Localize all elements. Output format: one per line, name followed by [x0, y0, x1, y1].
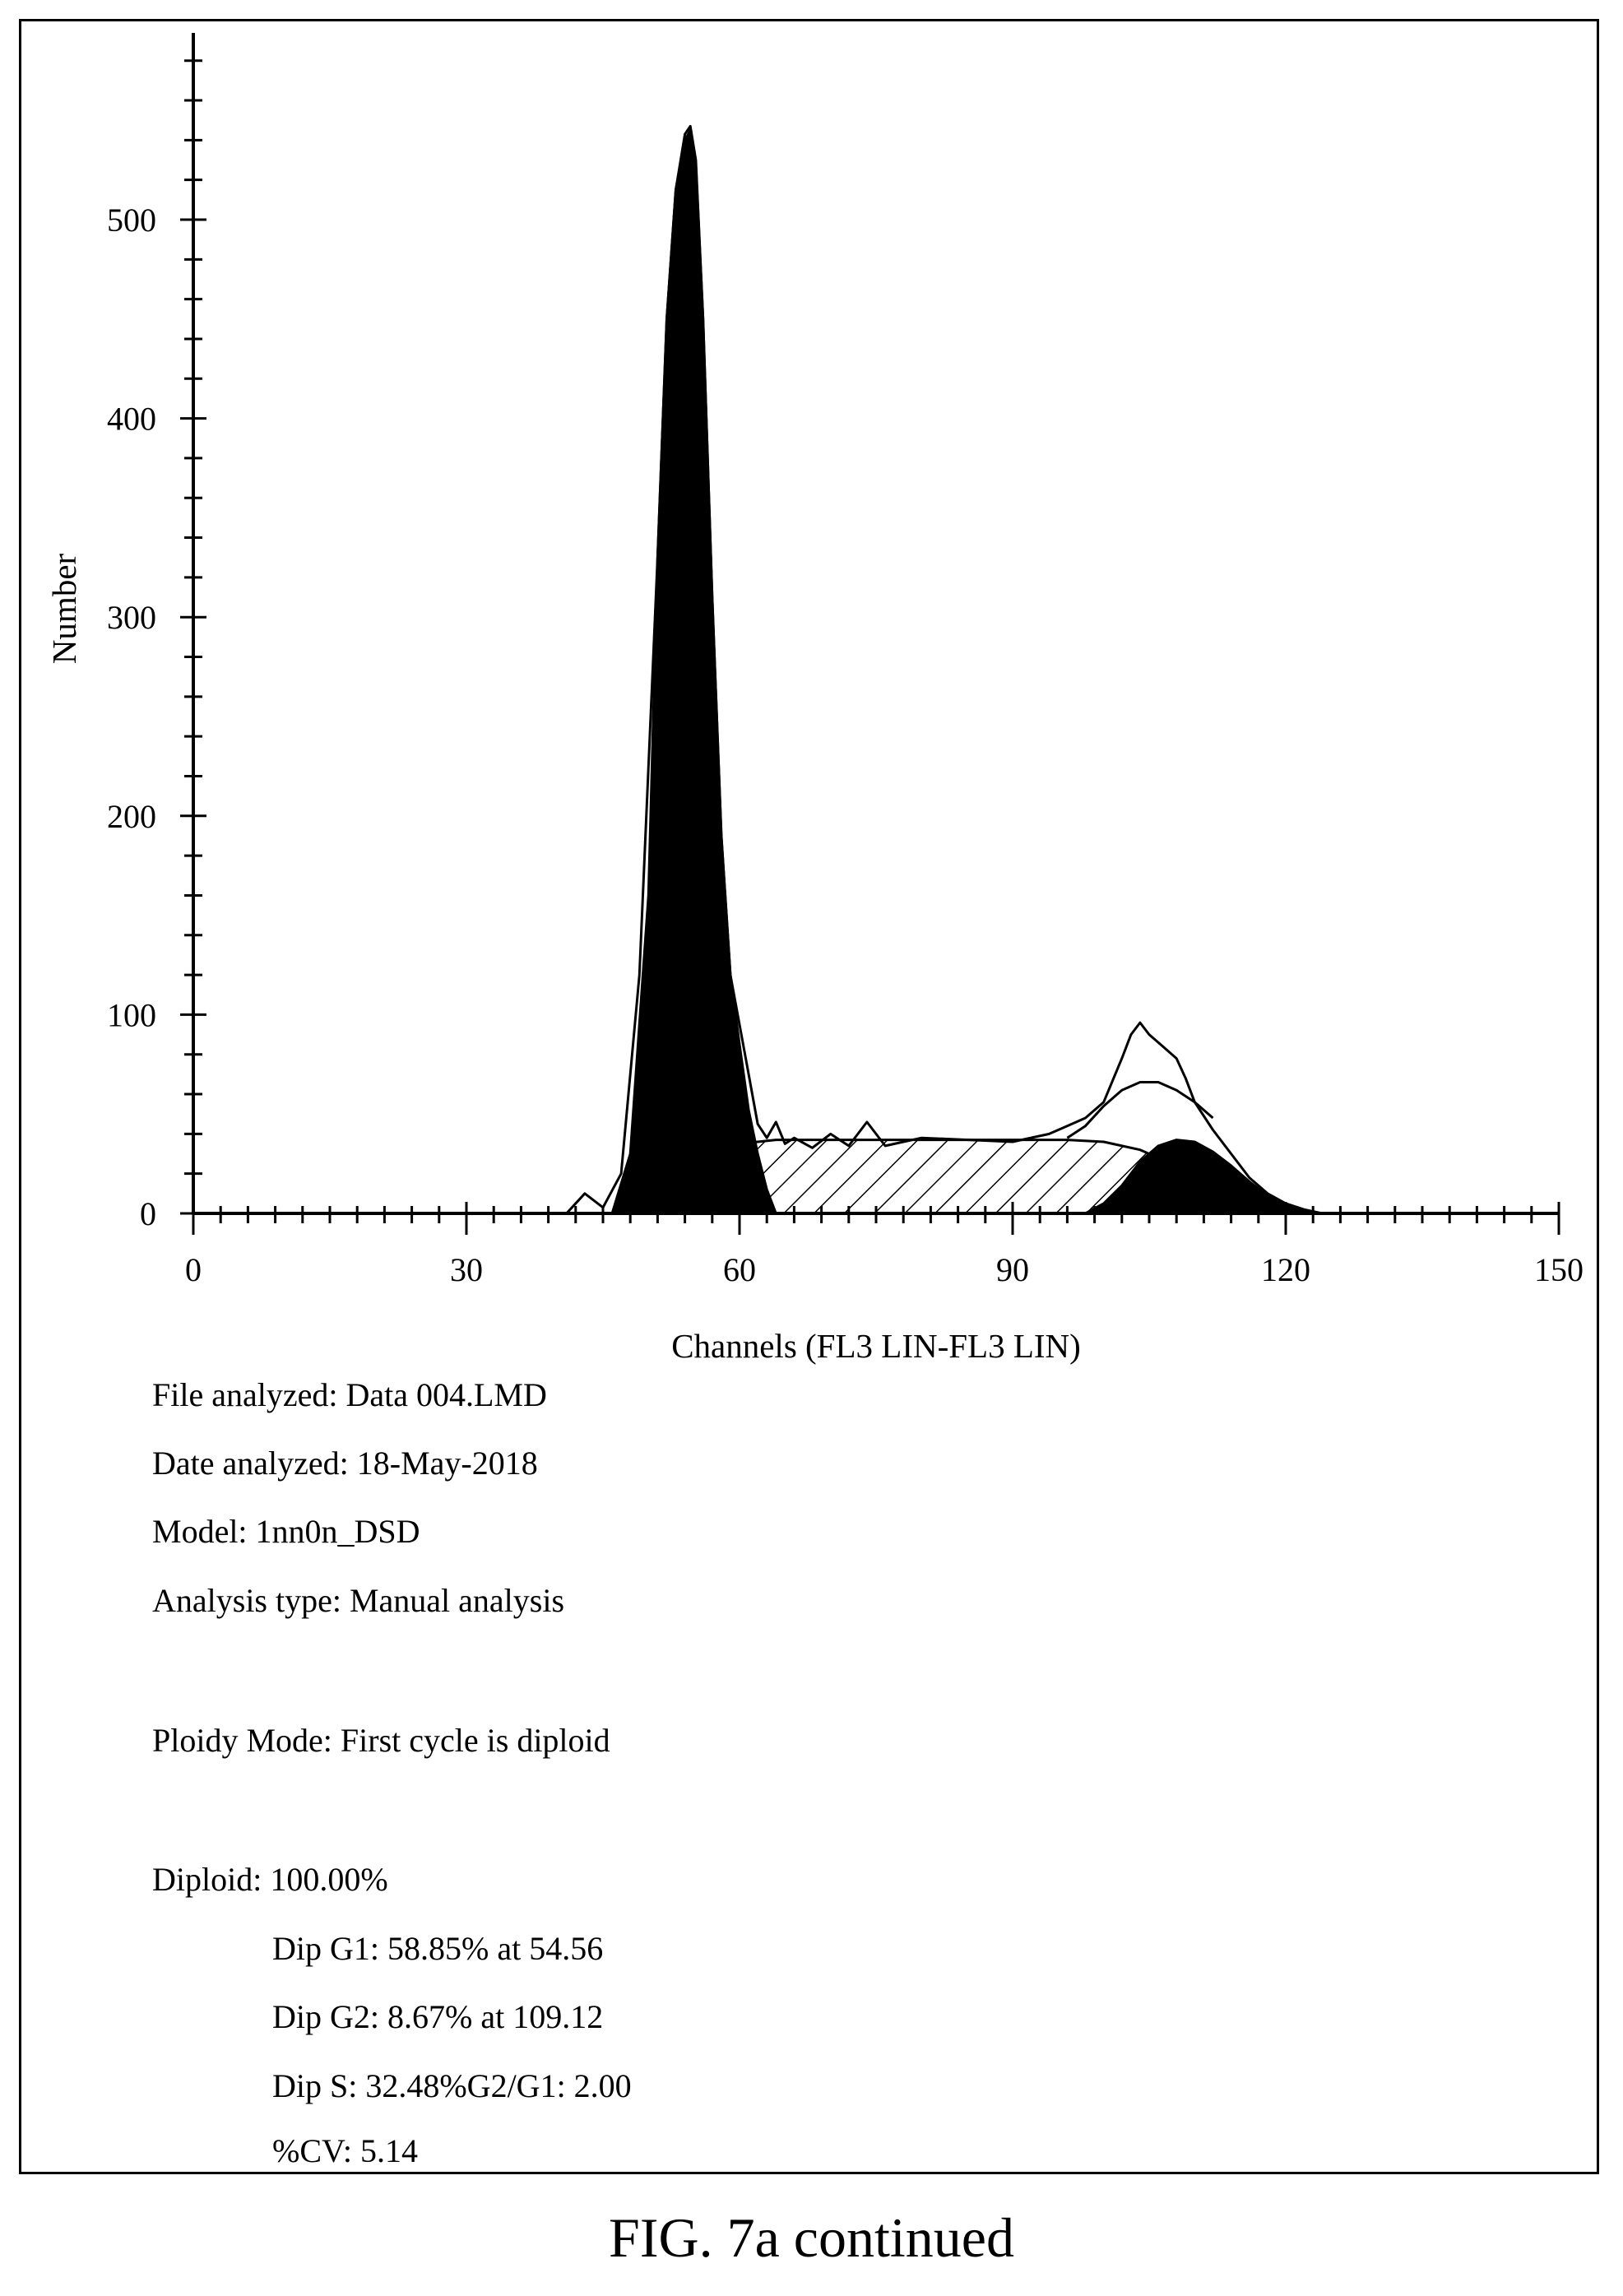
x-axis-label: Channels (FL3 LIN-FL3 LIN): [671, 1327, 1081, 1365]
ploidy-mode-text: Ploidy Mode: First cycle is diploid: [152, 1722, 610, 1759]
y-axis-label: Number: [45, 553, 83, 664]
histogram-chart: 0 100 200 300 400 500 0 30 60 90 120 150 Channels (…: [45, 33, 1584, 1365]
series-1-solid: [610, 128, 777, 1215]
dip-s-text: Dip S: 32.48%G2/G1: 2.00: [272, 2067, 632, 2104]
model-text: Model: 1nn0n_DSD: [152, 1513, 420, 1550]
series-4-outline: [1066, 1081, 1214, 1139]
y-tick-label: 100: [107, 996, 156, 1033]
analysis-type-text: Analysis type: Manual analysis: [152, 1582, 565, 1619]
diploid-text: Diploid: 100.00%: [152, 1861, 388, 1898]
x-tick-label: 120: [1261, 1251, 1310, 1288]
x-tick-label: 150: [1534, 1251, 1584, 1288]
y-tick-label: 300: [107, 599, 156, 636]
cv-text: %CV: 5.14: [272, 2132, 419, 2169]
x-tick-label: 90: [996, 1251, 1029, 1288]
y-tick-label: 0: [140, 1195, 156, 1232]
figure-caption: FIG. 7a continued: [609, 2206, 1014, 2269]
date-analyzed-text: Date analyzed: 18-May-2018: [152, 1445, 538, 1482]
y-tick-label: 200: [107, 798, 156, 835]
series-0-outline: [193, 124, 1559, 1215]
dip-g1-text: Dip G1: 58.85% at 54.56: [272, 1930, 604, 1967]
y-tick-label: 400: [107, 401, 156, 438]
x-tick-label: 0: [185, 1251, 202, 1288]
x-tick-label: 60: [723, 1251, 756, 1288]
x-tick-label: 30: [450, 1251, 483, 1288]
figure-frame: [19, 19, 1599, 2174]
series-3-solid: [1084, 1139, 1324, 1215]
file-analyzed-text: File analyzed: Data 004.LMD: [152, 1376, 547, 1413]
y-tick-label: 500: [107, 202, 156, 239]
dip-g2-text: Dip G2: 8.67% at 109.12: [272, 1998, 604, 2035]
